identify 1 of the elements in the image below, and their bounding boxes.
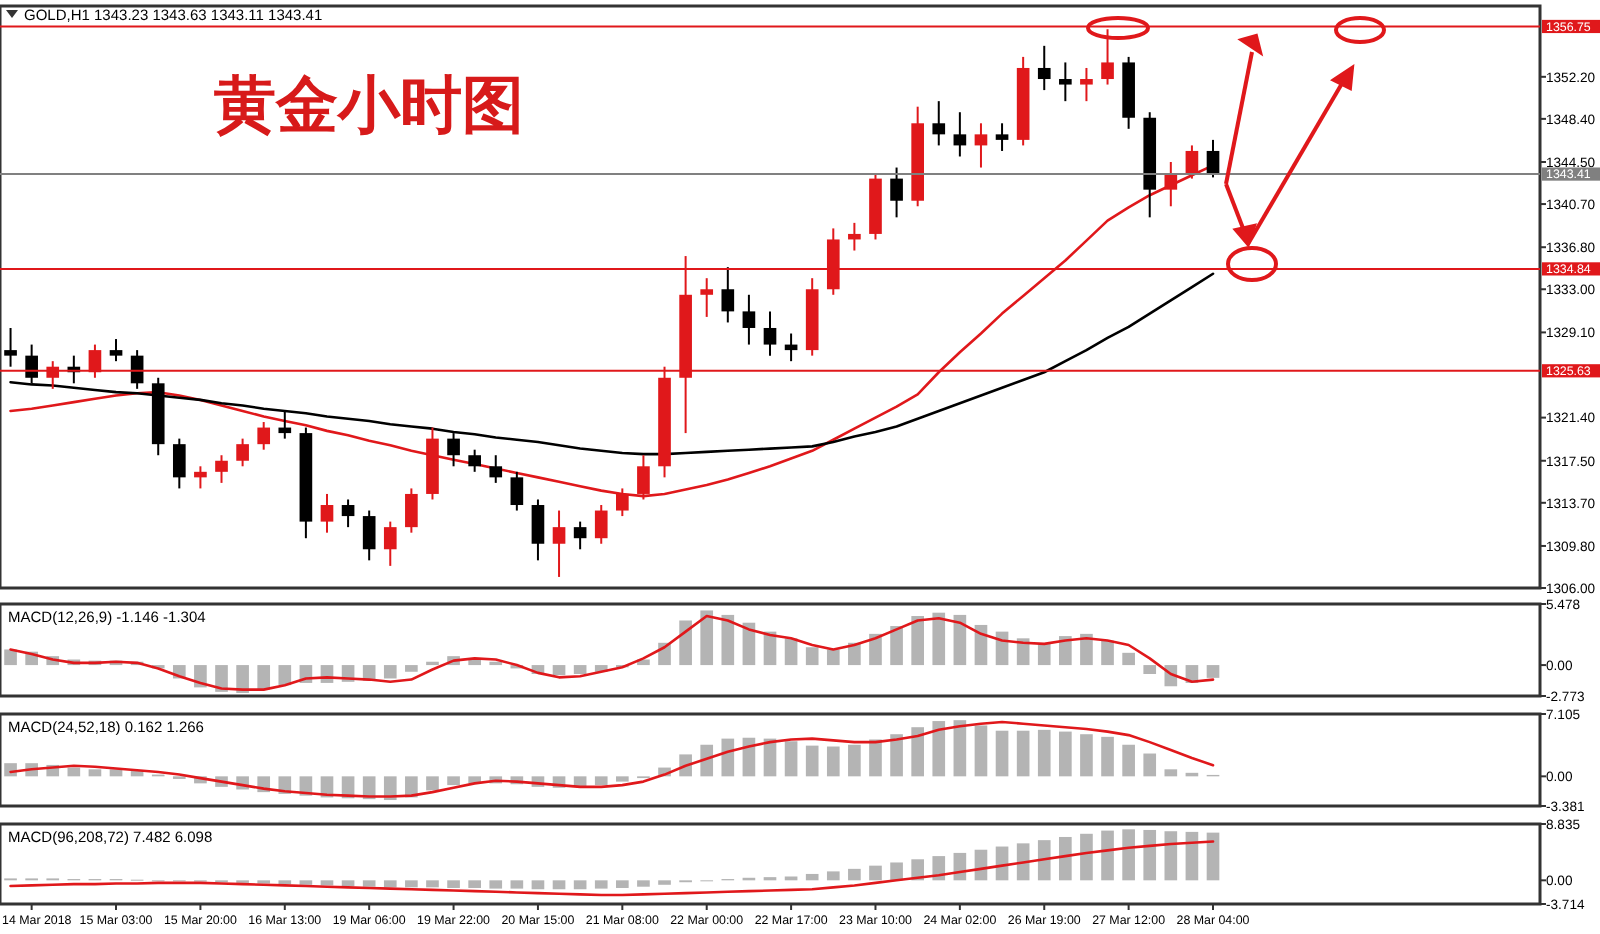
text: 黄金小时图 — [214, 70, 524, 140]
